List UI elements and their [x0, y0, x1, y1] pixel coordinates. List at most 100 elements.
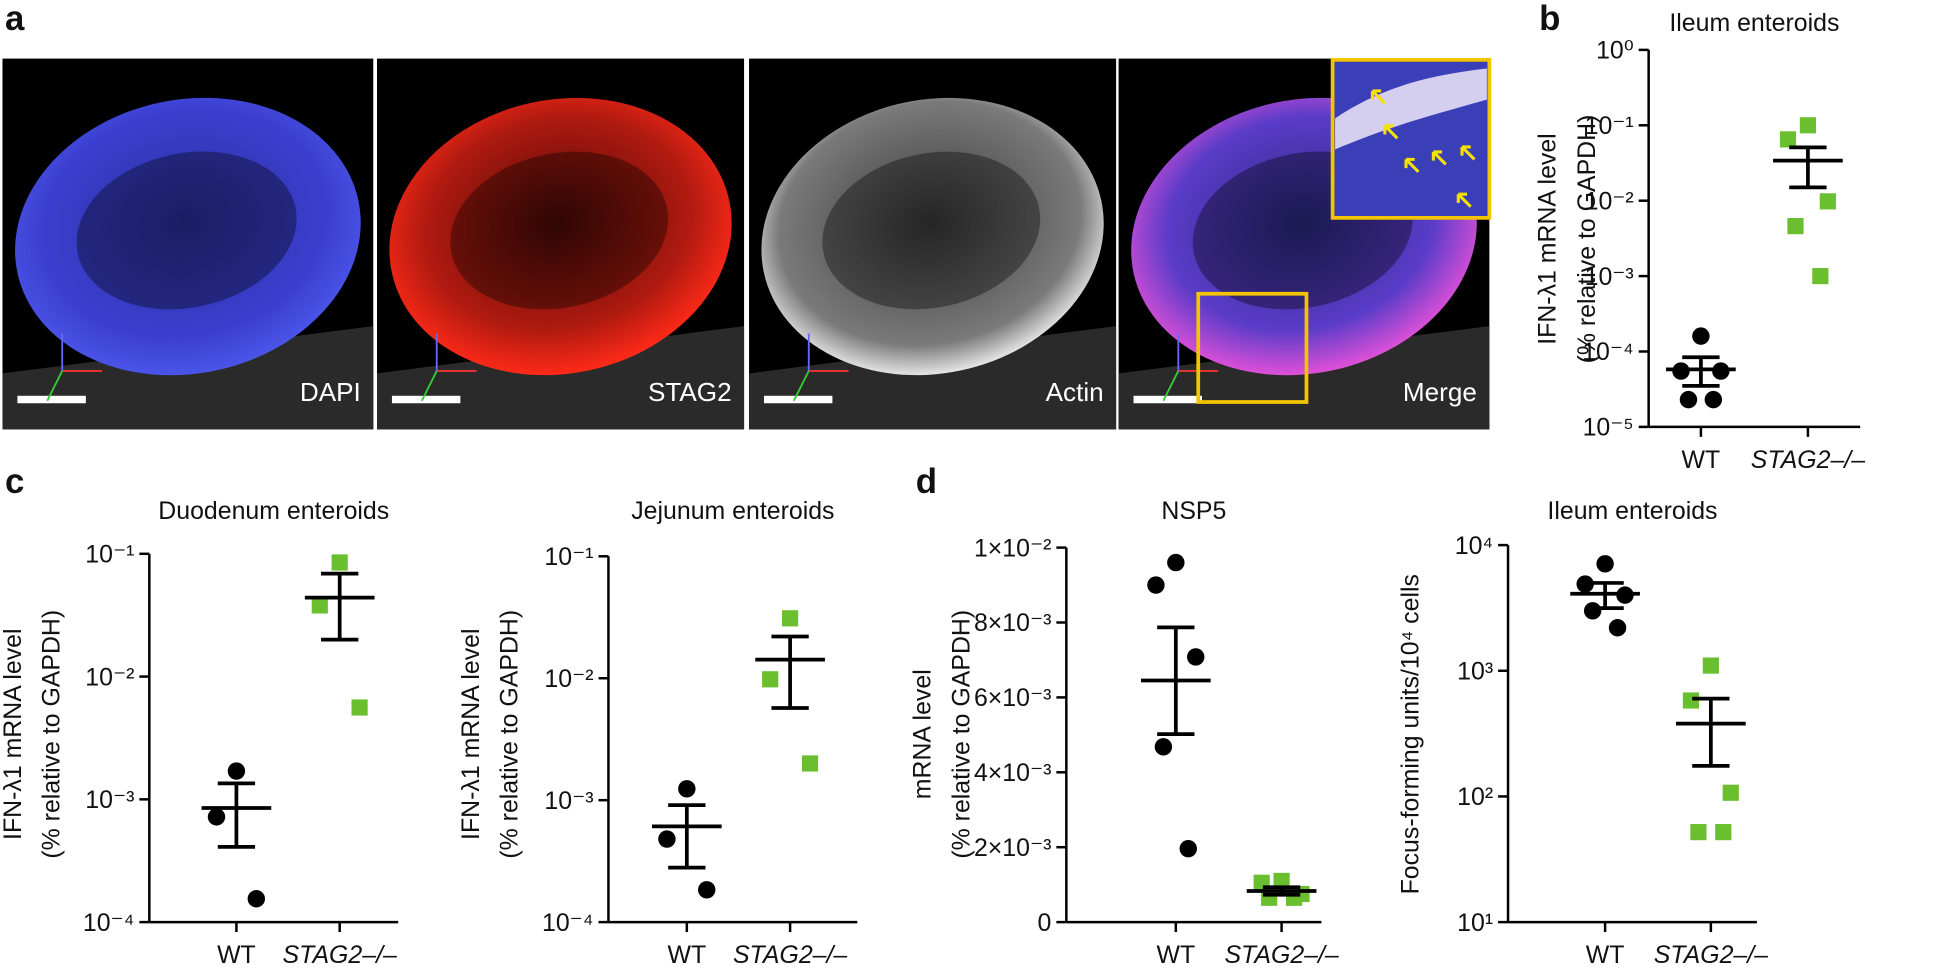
y-tick-label: 10⁻⁴: [542, 909, 594, 937]
chart-title: Jejunum enteroids: [631, 497, 834, 525]
dot-plot: NSP5 mRNA level (% relative to GAPDH) 0 2×10…: [909, 497, 1339, 969]
y-tick-label: 10⁻³: [1585, 263, 1634, 291]
data-point: [762, 671, 779, 688]
data-point: [782, 610, 799, 627]
data-point: [1608, 619, 1627, 637]
y-axis-label: (% relative to GAPDH): [1573, 115, 1601, 364]
dot-plot: Jejunum enteroids IFN-λ1 mRNA level (% rel…: [457, 497, 858, 969]
y-tick-label: 0: [1038, 909, 1052, 937]
y-axis-label: IFN-λ1 mRNA level: [1533, 133, 1561, 344]
scale-bar: [17, 395, 86, 404]
organoid: [15, 97, 361, 376]
x-tick-label: WT: [1682, 446, 1721, 474]
y-tick-label: 10²: [1457, 783, 1493, 811]
axis-gizmo: [1162, 370, 1180, 402]
x-tick-label: WT: [1156, 941, 1195, 969]
arrow: [1431, 150, 1447, 166]
data-point: [1583, 602, 1602, 620]
data-point: [1273, 872, 1290, 890]
x-tick-label: WT: [217, 941, 256, 969]
data-point: [1819, 193, 1836, 210]
scale-bar: [391, 395, 461, 404]
chart-title: NSP5: [1161, 497, 1226, 525]
data-point: [207, 808, 226, 826]
data-point: [1154, 738, 1173, 756]
x-tick-label: STAG2–/–: [1751, 446, 1865, 474]
arrow: [1383, 124, 1399, 140]
arrow: [1456, 192, 1472, 208]
x-tick-label: WT: [1586, 941, 1625, 969]
x-tick-label: STAG2–/–: [1654, 941, 1768, 969]
y-axis-label: (% relative to GAPDH): [496, 610, 524, 859]
data-point: [678, 780, 696, 798]
image-label: Actin: [1046, 377, 1104, 407]
axis-gizmo: [420, 370, 438, 402]
y-tick-label: 10⁻¹: [544, 543, 593, 571]
data-point: [1812, 268, 1829, 285]
y-tick-label: 10⁻³: [544, 787, 593, 815]
y-tick-label: 4×10⁻³: [974, 759, 1051, 787]
arrow: [1460, 145, 1476, 161]
x-tick-label: WT: [667, 941, 706, 969]
dot-plot: Ileum enteroids IFN-λ1 mRNA level (% relat…: [1533, 9, 1865, 474]
arrow: [1370, 89, 1386, 105]
data-point: [227, 762, 246, 780]
data-point: [1704, 390, 1723, 409]
data-point: [698, 881, 716, 899]
axis-gizmo: [793, 370, 810, 402]
panel-label: d: [916, 462, 937, 501]
panel-label: b: [1539, 0, 1560, 38]
image-label: Merge: [1403, 377, 1477, 407]
data-point: [1187, 648, 1205, 666]
chart-title: Duodenum enteroids: [158, 497, 389, 525]
data-point: [1147, 576, 1165, 594]
x-tick-label: STAG2–/–: [283, 941, 397, 969]
data-point: [351, 699, 368, 716]
data-point: [1179, 839, 1197, 858]
data-point: [247, 890, 266, 908]
data-point: [1787, 218, 1804, 235]
y-tick-label: 10⁻⁴: [83, 909, 135, 937]
data-point: [1779, 131, 1797, 148]
zoom-box: [1196, 291, 1309, 404]
y-tick-label: 10⁻¹: [85, 541, 134, 569]
data-point: [1722, 784, 1739, 801]
x-tick-label: STAG2–/–: [733, 941, 847, 969]
arrow: [1404, 157, 1420, 173]
y-tick-label: 10⁻³: [85, 786, 134, 814]
image-panels: DAPI STAG2 Actin Merge: [2, 57, 1492, 430]
y-tick-label: 10¹: [1457, 909, 1493, 937]
y-tick-label: 8×10⁻³: [974, 609, 1051, 637]
y-tick-label: 10⁻¹: [1585, 112, 1634, 140]
y-tick-label: 10⁰: [1596, 37, 1634, 65]
data-point: [1679, 390, 1698, 409]
y-axis-label: mRNA level: [909, 669, 937, 799]
panel-label: a: [5, 0, 25, 38]
y-axis-label: (% relative to GAPDH): [947, 610, 975, 859]
data-point: [311, 597, 328, 614]
inset-actin: [1335, 68, 1487, 150]
image-floor: [749, 326, 1117, 430]
y-axis-label: (% relative to GAPDH): [38, 610, 66, 859]
data-point: [1690, 824, 1707, 841]
image-label: DAPI: [300, 377, 361, 407]
y-tick-label: 2×10⁻³: [974, 834, 1051, 862]
y-tick-label: 10³: [1457, 657, 1493, 685]
data-point: [1715, 824, 1732, 841]
y-tick-label: 10⁴: [1455, 532, 1493, 560]
data-point: [658, 830, 676, 848]
image-floor: [2, 326, 374, 430]
data-point: [1692, 327, 1710, 345]
organoid-lumen: [76, 151, 297, 310]
data-point: [1167, 553, 1185, 572]
x-tick-label: STAG2–/–: [1224, 941, 1338, 969]
dot-plot: Ileum enteroids Focus-forming units/10⁴ c…: [1396, 497, 1768, 969]
image-label: STAG2: [648, 377, 732, 407]
organoid-lumen: [822, 151, 1041, 310]
organoid: [389, 97, 732, 376]
y-axis-label: IFN-λ1 mRNA level: [0, 628, 27, 839]
data-point: [1576, 575, 1594, 593]
organoid-lumen: [450, 151, 669, 310]
